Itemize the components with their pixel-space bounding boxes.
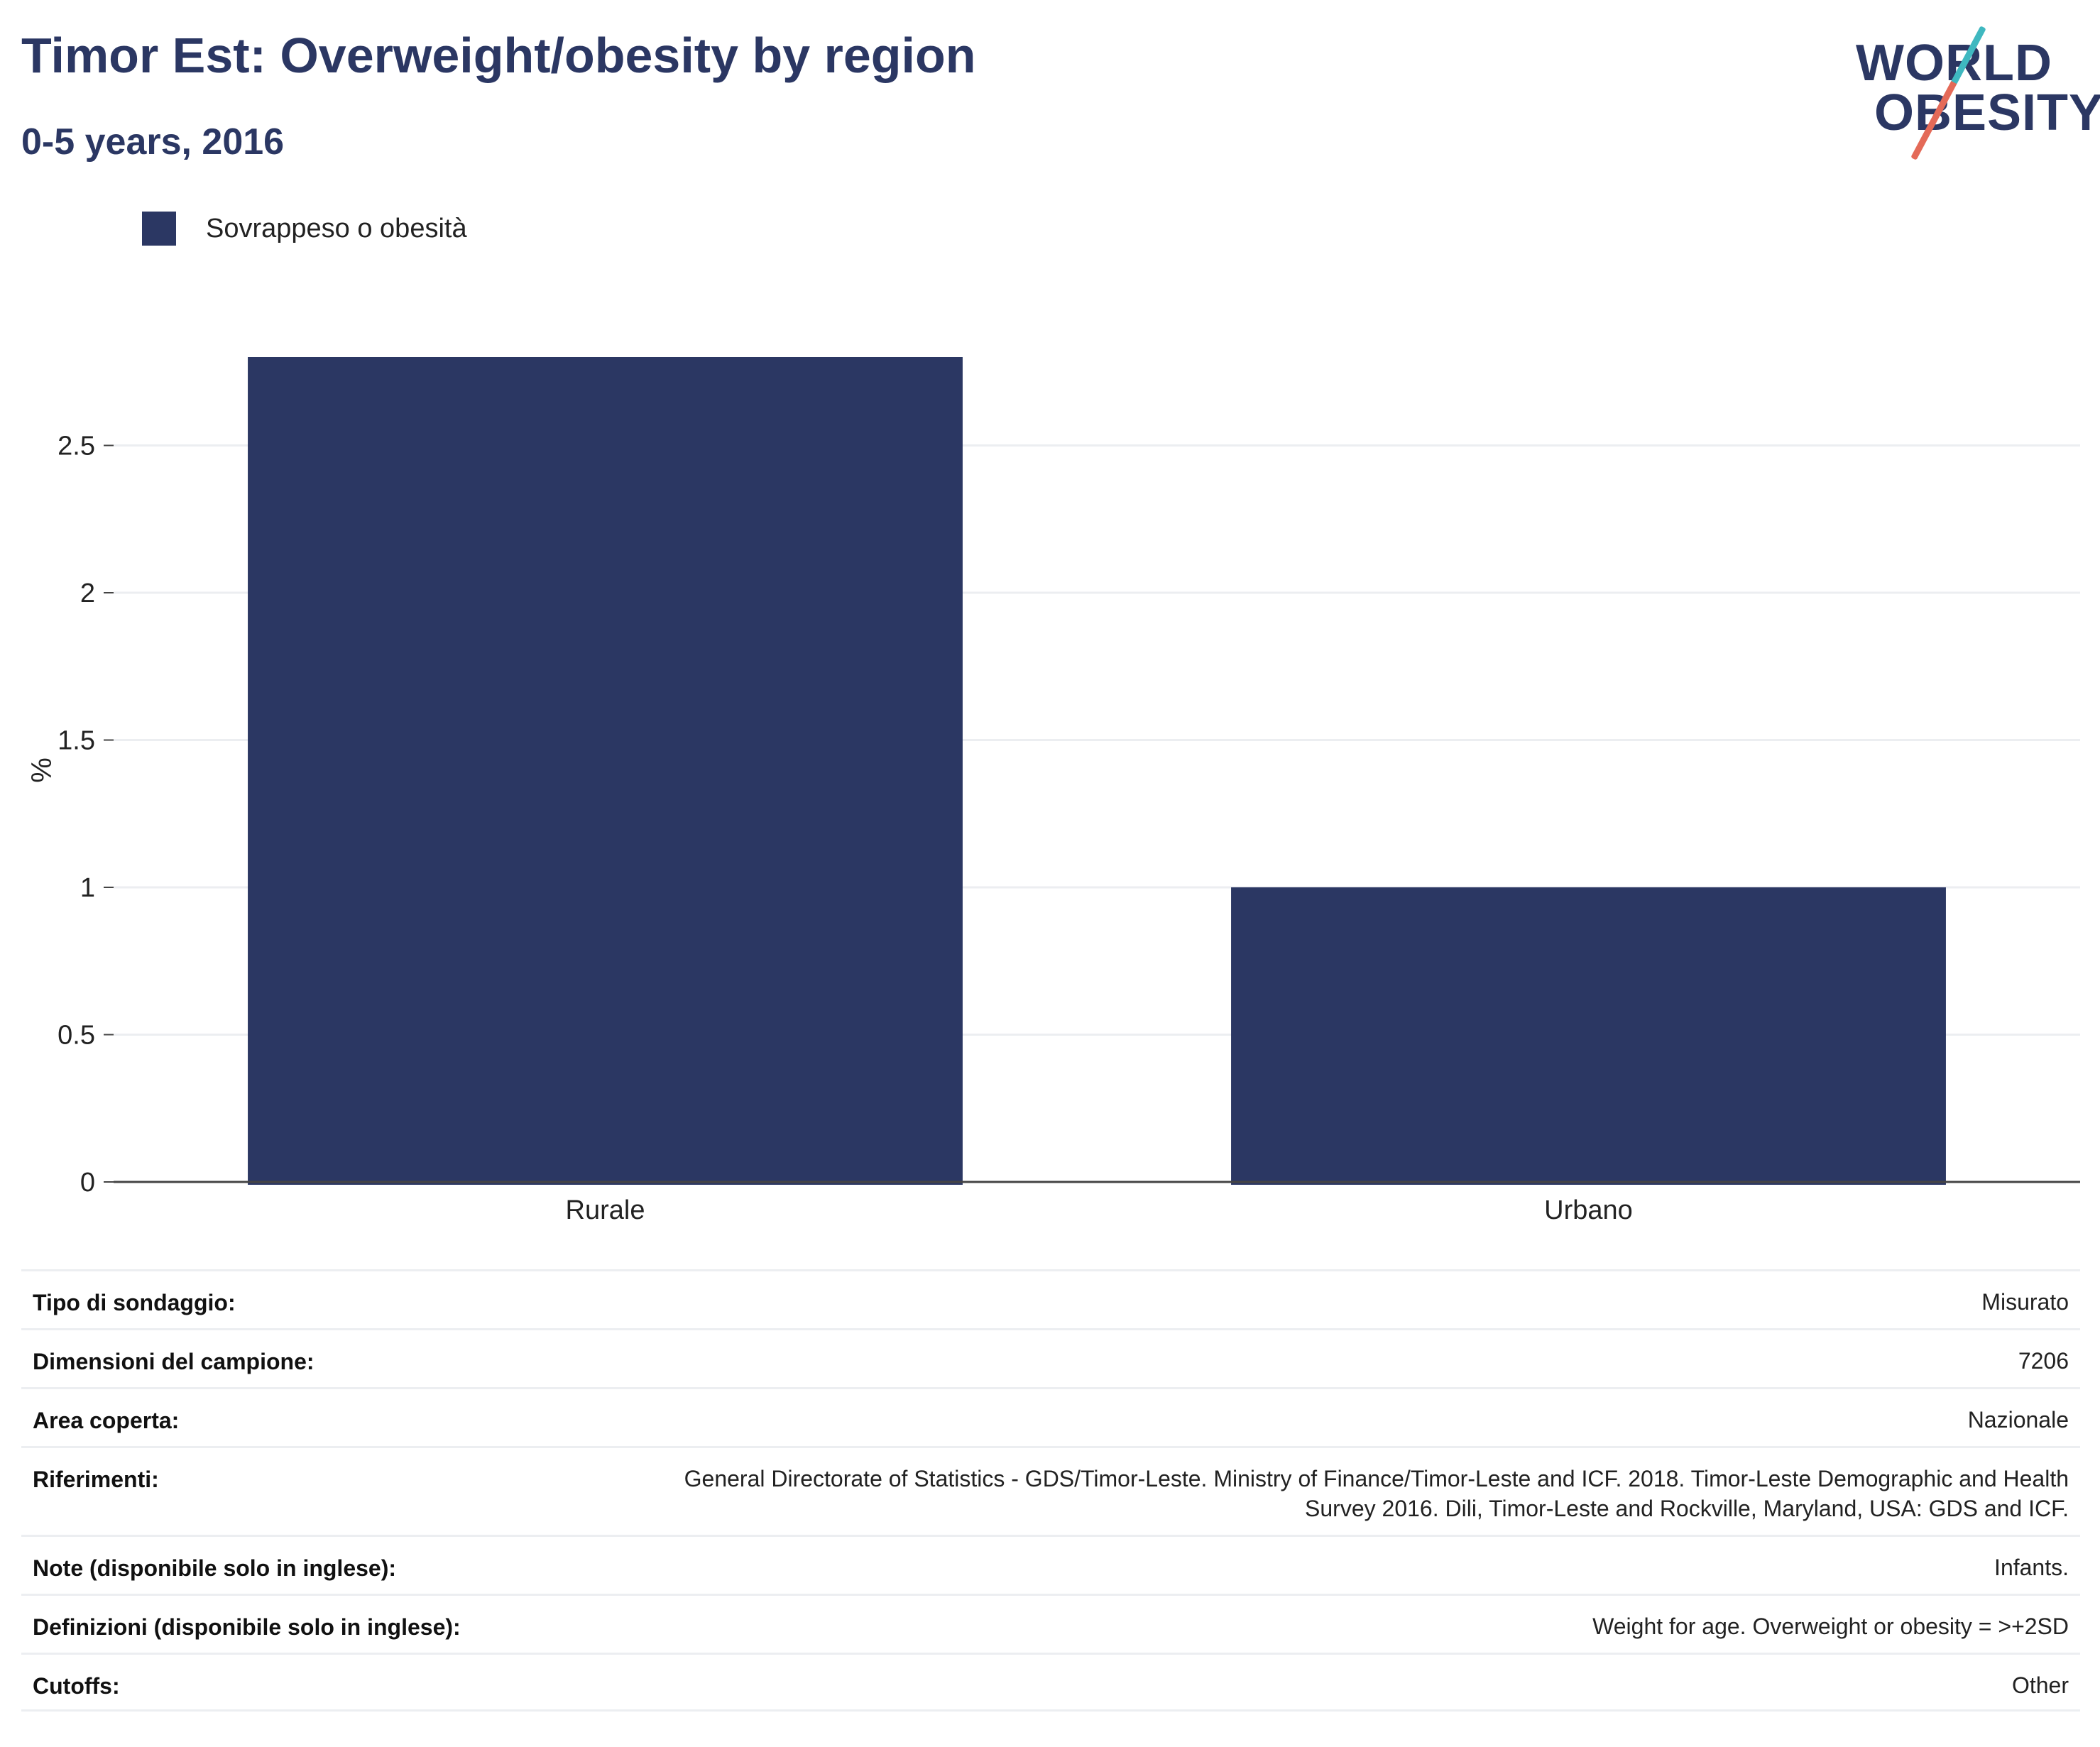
chart-subtitle: 0-5 years, 2016: [21, 121, 285, 163]
bar-chart: 0 0.5 1 1.5 2 2.5 Rurale Urbano %: [26, 357, 2080, 1225]
info-label: Dimensioni del campione:: [33, 1349, 315, 1374]
y-tick-label: 1: [80, 873, 95, 903]
info-value: General Directorate of Statistics - GDS/…: [684, 1466, 2069, 1521]
chart-legend[interactable]: Sovrappeso o obesità: [142, 212, 467, 246]
info-label: Riferimenti:: [33, 1467, 159, 1492]
y-tick-label: 2.5: [58, 432, 95, 461]
info-value: Misurato: [1981, 1289, 2069, 1315]
info-row-definitions: Definizioni (disponibile solo in inglese…: [21, 1594, 2080, 1653]
legend-label: Sovrappeso o obesità: [206, 213, 467, 243]
info-row-cutoffs: Cutoffs: Other: [21, 1653, 2080, 1712]
x-tick-label: Rurale: [566, 1195, 645, 1225]
survey-info-table: Tipo di sondaggio: Misurato Dimensioni d…: [21, 1269, 2080, 1712]
info-label: Tipo di sondaggio:: [33, 1290, 236, 1315]
y-axis-label: %: [26, 757, 58, 783]
axes: 0 0.5 1 1.5 2 2.5 Rurale Urbano: [58, 432, 2080, 1225]
y-tick-label: 1.5: [58, 726, 95, 756]
world-obesity-logo: WORLD OBESITY: [1846, 21, 2100, 160]
info-label: Note (disponibile solo in inglese):: [33, 1555, 397, 1581]
info-label: Cutoffs:: [33, 1673, 120, 1699]
info-value: Other: [2011, 1672, 2069, 1698]
info-value: Nazionale: [1967, 1407, 2069, 1433]
info-label: Area coperta:: [33, 1408, 180, 1433]
info-row-survey-type: Tipo di sondaggio: Misurato: [21, 1269, 2080, 1328]
chart-title: Timor Est: Overweight/obesity by region: [21, 28, 976, 83]
y-tick-label: 0.5: [58, 1021, 95, 1051]
info-value: 7206: [2018, 1348, 2069, 1374]
info-row-area: Area coperta: Nazionale: [21, 1387, 2080, 1446]
info-value: Infants.: [1994, 1555, 2069, 1580]
info-label: Definizioni (disponibile solo in inglese…: [33, 1614, 461, 1640]
info-row-sample-size: Dimensioni del campione: 7206: [21, 1328, 2080, 1387]
y-tick-label: 2: [80, 579, 95, 608]
x-tick-label: Urbano: [1544, 1195, 1633, 1225]
info-row-references: Riferimenti: General Directorate of Stat…: [21, 1446, 2080, 1535]
bar-urbano[interactable]: [1231, 887, 1946, 1185]
bars: [248, 357, 1946, 1185]
info-value: Weight for age. Overweight or obesity = …: [1592, 1614, 2069, 1639]
legend-swatch: [142, 212, 176, 246]
logo-line-2: OBESITY: [1874, 84, 2100, 141]
info-row-notes: Note (disponibile solo in inglese): Infa…: [21, 1535, 2080, 1594]
bar-rurale[interactable]: [248, 357, 963, 1185]
y-tick-label: 0: [80, 1168, 95, 1198]
